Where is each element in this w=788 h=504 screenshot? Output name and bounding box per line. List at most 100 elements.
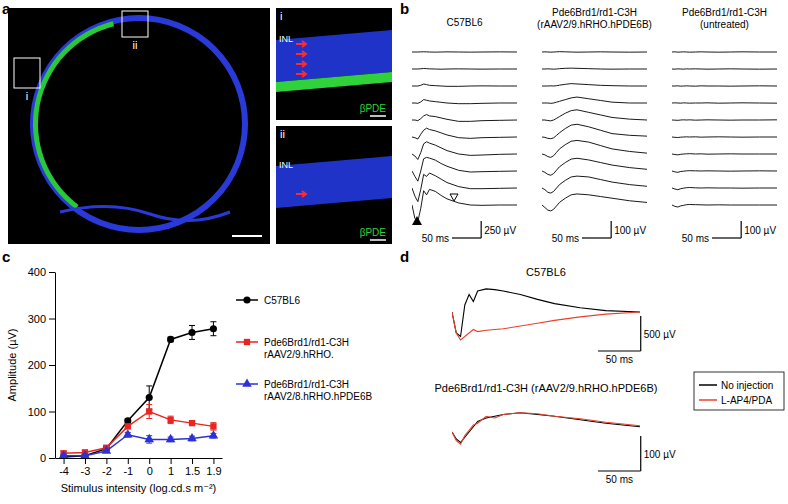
trace-column: C57BL650 ms250 µV xyxy=(412,17,517,244)
panel-b: C57BL650 ms250 µVPde6Brd1/rd1-C3H(rAAV2/… xyxy=(400,0,777,244)
panel-label: d xyxy=(400,248,409,265)
trace xyxy=(412,173,517,202)
marker xyxy=(80,450,90,458)
scale-label-y: 500 µV xyxy=(644,329,676,340)
error-bar xyxy=(210,322,216,336)
box-ii xyxy=(122,11,148,37)
panel-label: b xyxy=(400,0,409,17)
tick: 1 xyxy=(168,458,174,477)
group-title: C57BL6 xyxy=(526,266,566,278)
marker xyxy=(210,423,216,429)
panel-c: 0100200300400-4-3-2-1011.51.9Stimulus in… xyxy=(2,248,373,494)
scale-label-y: 100 µV xyxy=(744,225,776,236)
error-bar xyxy=(168,416,174,423)
tick-label: -2 xyxy=(102,465,112,477)
scale-label-y: 250 µV xyxy=(484,225,516,236)
trace xyxy=(672,119,777,121)
tick-label: 400 xyxy=(28,266,46,278)
tick-label: 0 xyxy=(40,452,46,464)
scale-bar xyxy=(370,239,386,241)
tick-mark xyxy=(213,458,214,464)
legend-item: C57BL6 xyxy=(236,295,301,306)
scale-bar xyxy=(370,115,386,117)
tick-mark xyxy=(49,272,55,273)
panel-a: iiiiINLβPDEiiINLβPDEa xyxy=(2,0,392,244)
trace xyxy=(672,136,777,138)
marker xyxy=(167,336,174,343)
arrow xyxy=(296,61,306,67)
stain-label: βPDE xyxy=(360,103,387,114)
error-bar xyxy=(210,423,216,430)
marker xyxy=(146,394,153,401)
scale-bar-x xyxy=(712,237,741,238)
inset-bg xyxy=(276,8,392,120)
tick: -3 xyxy=(81,458,91,477)
axis-line xyxy=(55,273,56,459)
marker xyxy=(188,329,195,336)
trace xyxy=(672,187,777,189)
bpde-stain xyxy=(33,21,114,209)
bpde-band xyxy=(276,72,392,92)
trace xyxy=(452,312,640,340)
scale-label-y: 100 µV xyxy=(644,449,676,460)
scale-bar-y xyxy=(640,436,641,471)
scale-label-y: 100 µV xyxy=(614,225,646,236)
tick-mark xyxy=(49,319,55,320)
trace xyxy=(672,102,777,103)
tick: 1.9 xyxy=(206,458,221,477)
trace xyxy=(672,68,777,69)
tick-label: -1 xyxy=(123,465,133,477)
trace-column: Pde6Brd1/rd1-C3H(rAAV2/9.hRHO.hPDE6B)50 … xyxy=(537,7,652,244)
series xyxy=(60,405,216,457)
tick: 400 xyxy=(28,266,55,278)
trace xyxy=(672,204,777,207)
stain-label: βPDE xyxy=(360,227,387,238)
traces xyxy=(452,289,640,340)
tick: 1.5 xyxy=(185,458,200,477)
tick-mark xyxy=(49,458,55,459)
trace xyxy=(412,100,517,104)
trace xyxy=(412,84,517,86)
scale-bar-y xyxy=(640,316,641,351)
x-axis: -4 -3 -2 -1 0 1 1.5 1.9 xyxy=(56,458,223,477)
trace xyxy=(672,51,777,52)
tick-mark xyxy=(49,412,55,413)
panel-d: C57BL650 ms500 µVPde6Brd1/rd1-C3H (rAAV2… xyxy=(400,248,784,485)
marker xyxy=(125,423,131,429)
error-bar xyxy=(189,421,195,426)
y-axis: 0100200300400 xyxy=(28,266,56,464)
trace xyxy=(412,142,517,160)
trace xyxy=(412,68,517,70)
tick: 0 xyxy=(40,452,55,464)
inset: iiINLβPDE xyxy=(276,126,392,244)
trace xyxy=(672,85,777,86)
tick: 300 xyxy=(28,313,55,325)
legend-line xyxy=(699,384,717,386)
trace xyxy=(412,115,517,122)
traces xyxy=(672,52,777,207)
b-wave-marker xyxy=(450,194,458,201)
scale-label-x: 50 ms xyxy=(682,233,709,244)
trace xyxy=(542,51,647,53)
scale-bar-y xyxy=(611,221,612,238)
tick-mark xyxy=(149,458,150,464)
panel-label: a xyxy=(2,0,11,17)
trace xyxy=(542,97,647,103)
legend-item: Pde6Brd1/rd1-C3HrAAV2/9.hRHO. xyxy=(236,337,349,360)
legend: C57BL6Pde6Brd1/rd1-C3HrAAV2/9.hRHO.Pde6B… xyxy=(236,295,373,402)
tick-mark xyxy=(171,458,172,464)
trace-column: Pde6Brd1/rd1-C3H(untreated)50 ms100 µV xyxy=(672,7,777,244)
tick-label: 1.9 xyxy=(206,465,221,477)
trace xyxy=(452,289,640,337)
tick-label: 1 xyxy=(168,465,174,477)
tick-label: 200 xyxy=(28,359,46,371)
tick-label: 0 xyxy=(147,465,153,477)
tick-label: -4 xyxy=(59,465,69,477)
figure-svg: iiiiINLβPDEiiINLβPDEaC57BL650 ms250 µVPd… xyxy=(0,0,788,504)
scale-label-x: 50 ms xyxy=(552,233,579,244)
scale-bar-y xyxy=(481,221,482,238)
tick-mark xyxy=(64,458,65,464)
trace xyxy=(452,413,640,443)
tick: -2 xyxy=(102,458,112,477)
plot-area xyxy=(59,322,218,458)
